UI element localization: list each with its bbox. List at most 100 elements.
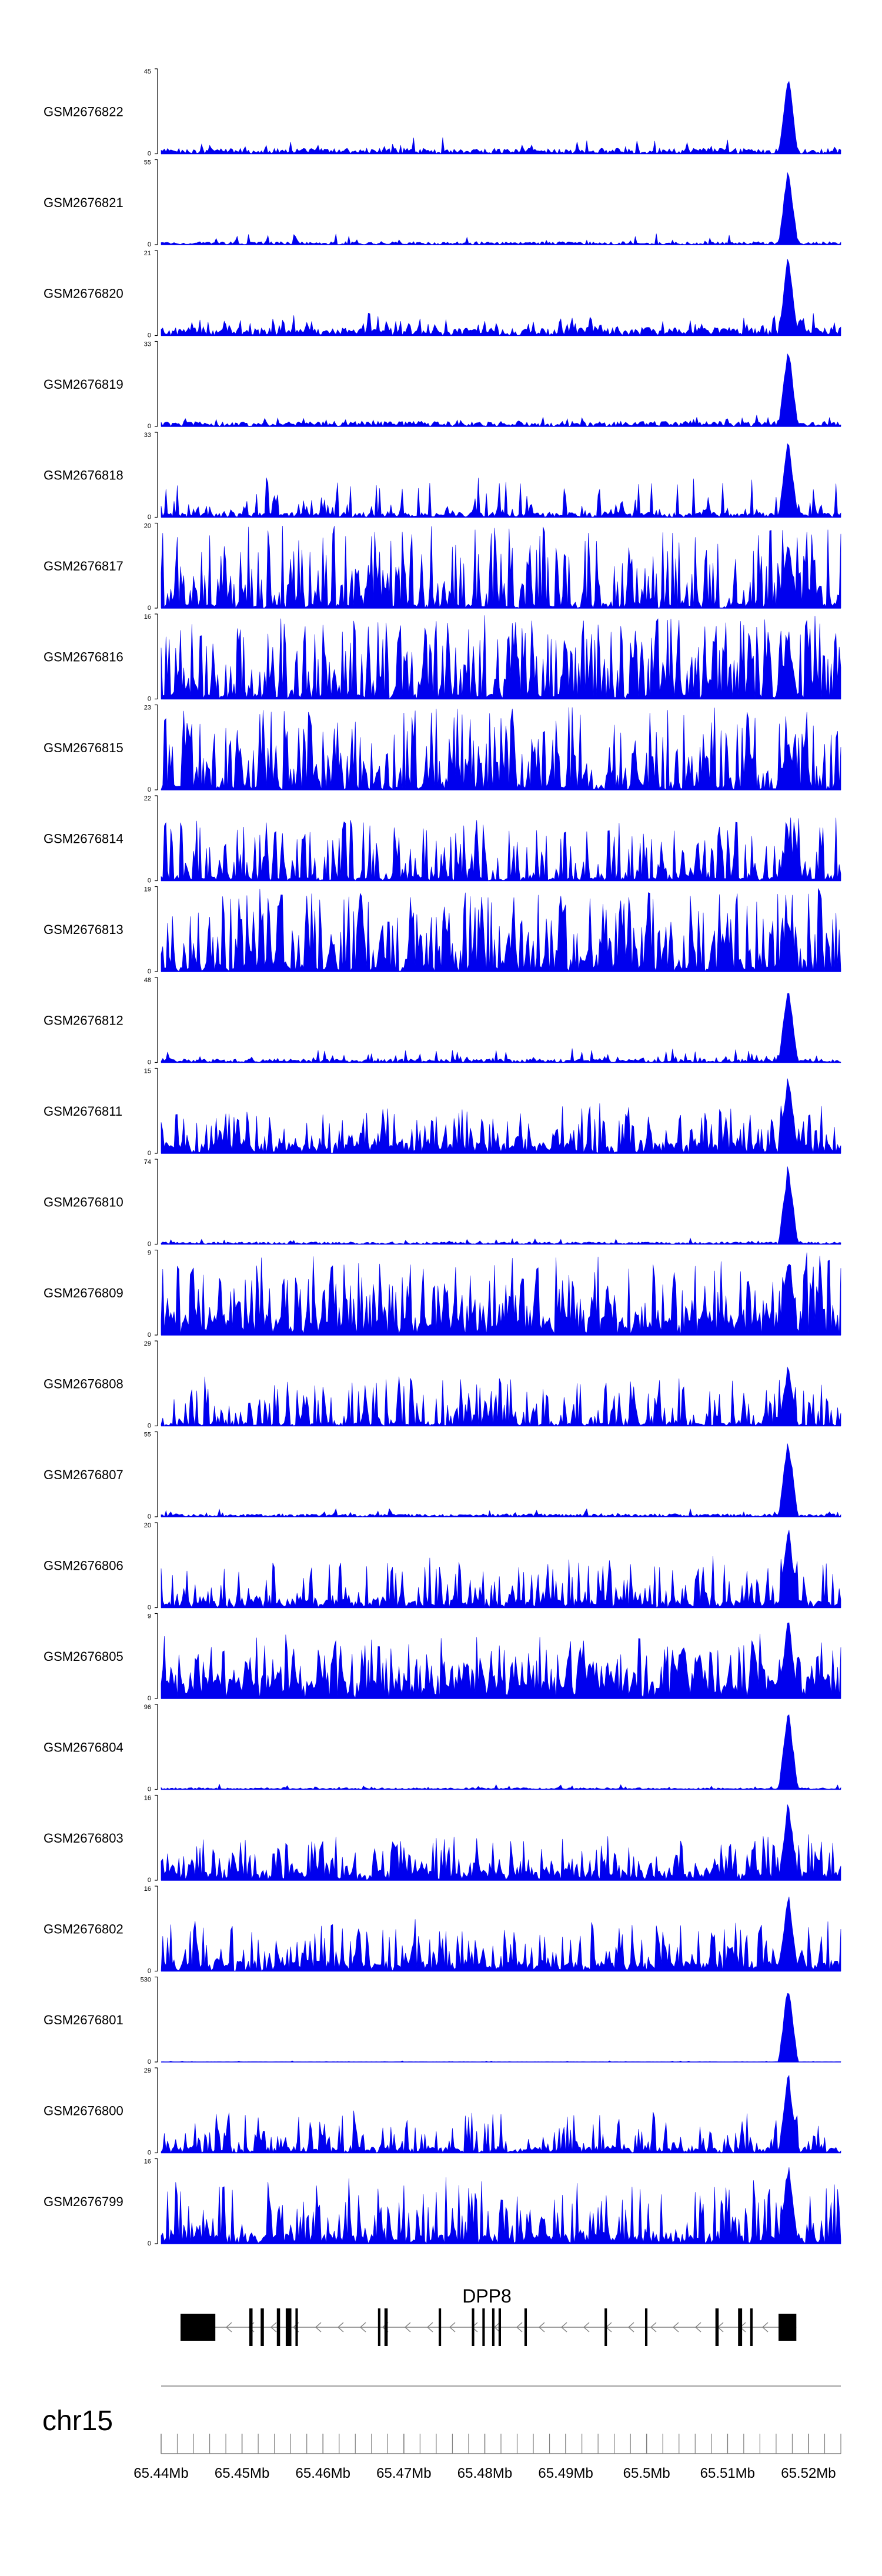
- track-GSM2676806: GSM2676806 20 0: [44, 1522, 841, 1611]
- track-ymin-label: 0: [148, 1877, 151, 1884]
- track-GSM2676804: GSM2676804 96 0: [44, 1704, 841, 1793]
- exon-block: [472, 2308, 475, 2346]
- strand-arrow: [225, 2322, 232, 2333]
- coverage-area: [161, 887, 841, 972]
- exon-block: [750, 2308, 753, 2346]
- track-ymax-label: 48: [144, 977, 151, 984]
- track-ymax-label: 29: [144, 1340, 151, 1347]
- track-ymin-label: 0: [148, 1241, 151, 1248]
- track-ymax-label: 29: [144, 2067, 151, 2074]
- exon-block: [377, 2308, 380, 2346]
- strand-arrow: [426, 2322, 433, 2333]
- track-GSM2676816: GSM2676816 16 0: [44, 613, 841, 703]
- coverage-area: [161, 1804, 841, 1881]
- track-ymin-label: 0: [148, 605, 151, 612]
- track-ymax-label: 33: [144, 432, 151, 439]
- track-ymax-label: 16: [144, 1795, 151, 1802]
- x-tick-label: 65.46Mb: [296, 2465, 350, 2481]
- x-tick-label: 65.44Mb: [133, 2465, 188, 2481]
- coverage-area: [161, 81, 841, 155]
- track-label: GSM2676818: [44, 468, 123, 482]
- exon-block: [260, 2308, 264, 2346]
- track-ymin-label: 0: [148, 968, 151, 975]
- track-GSM2676805: GSM2676805 9 0: [44, 1613, 841, 1702]
- exon-block: [249, 2308, 253, 2346]
- coverage-area: [161, 1530, 841, 1608]
- track-ymax-label: 19: [144, 886, 151, 893]
- track-GSM2676815: GSM2676815 23 0: [44, 705, 841, 793]
- track-ymax-label: 33: [144, 341, 151, 348]
- track-label: GSM2676805: [44, 1649, 123, 1664]
- track-GSM2676799: GSM2676799 16 0: [44, 2158, 841, 2247]
- track-GSM2676810: GSM2676810 74 0: [44, 1159, 841, 1248]
- exon-block: [524, 2308, 527, 2346]
- strand-arrow: [538, 2322, 545, 2333]
- track-GSM2676807: GSM2676807 55 0: [44, 1432, 841, 1520]
- strand-arrow: [627, 2322, 634, 2333]
- exon-block: [715, 2308, 719, 2346]
- strand-arrow: [694, 2322, 701, 2333]
- track-GSM2676814: GSM2676814 22 0: [44, 795, 841, 885]
- track-GSM2676821: GSM2676821 55 0: [44, 159, 841, 248]
- exon-block: [492, 2308, 495, 2346]
- x-tick-label: 65.48Mb: [457, 2465, 512, 2481]
- track-ymin-label: 0: [148, 786, 151, 793]
- track-GSM2676811: GSM2676811 15 0: [44, 1068, 841, 1157]
- track-label: GSM2676821: [44, 195, 123, 210]
- track-ymax-label: 9: [148, 1613, 151, 1620]
- gene-annotation-track: DPP8: [181, 2285, 797, 2346]
- track-GSM2676818: GSM2676818 33 0: [44, 432, 841, 521]
- track-ymax-label: 20: [144, 1522, 151, 1529]
- track-GSM2676817: GSM2676817 20 0: [44, 523, 841, 612]
- track-label: GSM2676807: [44, 1467, 123, 1482]
- track-ymin-label: 0: [148, 877, 151, 885]
- coverage-area: [161, 2074, 841, 2154]
- track-label: GSM2676806: [44, 1558, 123, 1573]
- exon-block: [439, 2308, 442, 2346]
- coverage-area: [161, 817, 841, 882]
- track-GSM2676812: GSM2676812 48 0: [44, 977, 841, 1066]
- exon-block: [482, 2308, 485, 2346]
- track-ymin-label: 0: [148, 1513, 151, 1520]
- track-ymin-label: 0: [148, 1423, 151, 1430]
- coverage-tracks: GSM2676822450GSM2676821550GSM2676820210G…: [44, 68, 841, 2247]
- exon-block: [295, 2308, 298, 2346]
- track-label: GSM2676804: [44, 1740, 123, 1754]
- strand-arrow: [404, 2322, 411, 2333]
- coverage-area: [161, 1443, 841, 1517]
- track-GSM2676803: GSM2676803 16 0: [44, 1795, 841, 1884]
- coverage-area: [161, 172, 841, 245]
- track-ymax-label: 20: [144, 523, 151, 530]
- strand-arrow: [449, 2322, 456, 2333]
- exon-block: [276, 2308, 280, 2346]
- exon-block: [604, 2308, 607, 2346]
- track-ymin-label: 0: [148, 2150, 151, 2157]
- coverage-area: [161, 1078, 841, 1154]
- coverage-area: [161, 525, 841, 609]
- strand-arrow: [583, 2322, 590, 2333]
- track-ymin-label: 0: [148, 423, 151, 430]
- track-ymax-label: 16: [144, 1886, 151, 1893]
- strand-arrow: [337, 2322, 344, 2333]
- x-tick-label: 65.51Mb: [700, 2465, 755, 2481]
- track-label: GSM2676819: [44, 377, 123, 392]
- track-ymin-label: 0: [148, 514, 151, 521]
- strand-arrow: [359, 2322, 366, 2333]
- exon-block: [384, 2308, 388, 2346]
- coverage-area: [161, 2167, 841, 2244]
- track-ymin-label: 0: [148, 151, 151, 158]
- track-GSM2676809: GSM2676809 9 0: [44, 1250, 841, 1339]
- track-ymin-label: 0: [148, 1968, 151, 1975]
- track-ymax-label: 23: [144, 705, 151, 712]
- coverage-area: [161, 1714, 841, 1790]
- exon-block: [644, 2308, 648, 2346]
- exon-block: [285, 2308, 292, 2346]
- track-ymax-label: 15: [144, 1068, 151, 1075]
- exon-block: [779, 2314, 797, 2341]
- x-tick-label: 65.5Mb: [623, 2465, 670, 2481]
- track-ymin-label: 0: [148, 2240, 151, 2247]
- track-ymin-label: 0: [148, 1786, 151, 1793]
- track-label: GSM2676820: [44, 286, 123, 301]
- gene-label: DPP8: [462, 2285, 512, 2307]
- strand-arrow: [493, 2322, 500, 2333]
